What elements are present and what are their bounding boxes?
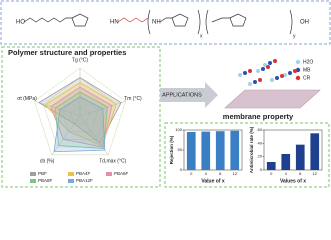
atom-label: OH (300, 20, 309, 26)
legend-swatch (68, 172, 74, 176)
particle (256, 69, 260, 73)
bar (310, 133, 320, 170)
legend-label: H2O (303, 59, 313, 65)
axis-label: εb (%) (40, 158, 55, 164)
x-tick-label: 4 (205, 171, 208, 176)
x-tick-label: 0 (270, 171, 273, 176)
atom-label: HO (16, 20, 25, 26)
particle (293, 69, 297, 73)
grid-ring (52, 86, 108, 140)
legend-label: PBA8F (38, 178, 53, 183)
axis-spoke (34, 100, 81, 117)
x-tick-label: 0 (190, 171, 193, 176)
plot-frame (263, 129, 323, 171)
x-tick-label: 8 (219, 171, 222, 176)
grid-ring (34, 67, 126, 156)
membrane-box (164, 122, 330, 188)
particle (253, 80, 257, 84)
legend-dot (295, 59, 301, 65)
particle (248, 69, 252, 73)
y-tick-label: 20 (258, 154, 263, 159)
y-tick-label: 60 (258, 127, 263, 132)
membrane (224, 89, 321, 109)
figure: HO HN NH x y OH Polymer structure and pr… (0, 0, 331, 188)
particle (238, 73, 242, 77)
particle (263, 63, 267, 67)
subscript: y (293, 33, 296, 39)
legend-swatch (68, 179, 74, 183)
atom-label: NH (152, 20, 161, 26)
y-axis-label: Antimicrobial rate (%) (249, 126, 254, 173)
x-axis-label: Values of x (280, 178, 306, 184)
particle (270, 78, 274, 82)
bar (201, 131, 211, 170)
x-axis-label: Value of x (201, 178, 225, 184)
particle (258, 78, 262, 82)
x-tick-label: 12 (313, 171, 318, 176)
legend-label: PBA4F (76, 171, 91, 176)
panel-title: Polymer structure and properties (8, 48, 126, 57)
axis-spoke (51, 115, 81, 155)
legend-label: PBA6F (114, 171, 129, 176)
radar-series (53, 96, 106, 153)
y-tick-label: 0 (260, 167, 263, 172)
arrow-label: APPLICATIONS (162, 92, 202, 98)
legend-swatch (30, 172, 36, 176)
y-tick-label: 100 (175, 127, 182, 132)
legend-swatch (30, 179, 36, 183)
bar (215, 131, 225, 170)
particle (268, 61, 272, 65)
particle (261, 67, 265, 71)
radar-series (50, 86, 113, 148)
x-tick-label: 12 (233, 171, 238, 176)
particle (248, 82, 252, 86)
legend-label: PBF (38, 171, 47, 176)
bar (295, 144, 305, 170)
y-axis-label: Rejection (%) (169, 135, 174, 164)
legend-dot (295, 75, 301, 81)
legend-swatch (106, 172, 112, 176)
subscript: x (200, 33, 203, 39)
bar (186, 132, 196, 170)
bar (266, 162, 276, 170)
properties-box (1, 46, 161, 188)
legend-label: MB (303, 67, 311, 73)
bar (281, 154, 291, 170)
radar-series (54, 91, 108, 150)
x-tick-label: 4 (285, 171, 288, 176)
structure-box (0, 0, 331, 45)
y-tick-label: 0 (180, 167, 183, 172)
bar (230, 130, 240, 170)
particle (273, 59, 277, 63)
y-tick-label: 40 (258, 140, 263, 145)
arrow (160, 82, 218, 108)
axis-label: Tm (°C) (124, 96, 142, 102)
panel-title: membrane property (223, 112, 294, 121)
particle (275, 76, 279, 80)
legend-label: CR (303, 75, 311, 81)
particle (266, 65, 270, 69)
particle (243, 71, 247, 75)
grid-ring (61, 96, 99, 132)
structure-drawing (23, 9, 293, 35)
atom-label: HN (110, 20, 119, 26)
axis-label: Td,max (°C) (99, 158, 126, 164)
legend-label: PBA12F (76, 178, 93, 183)
radar-series (38, 77, 122, 144)
x-tick-label: 8 (299, 171, 302, 176)
particle (288, 71, 292, 75)
y-tick-label: 50 (178, 147, 183, 152)
axis-label: Tg (°C) (72, 58, 88, 64)
axis-label: σt (MPa) (17, 96, 37, 102)
grid-ring (70, 106, 90, 125)
particle (280, 74, 284, 78)
